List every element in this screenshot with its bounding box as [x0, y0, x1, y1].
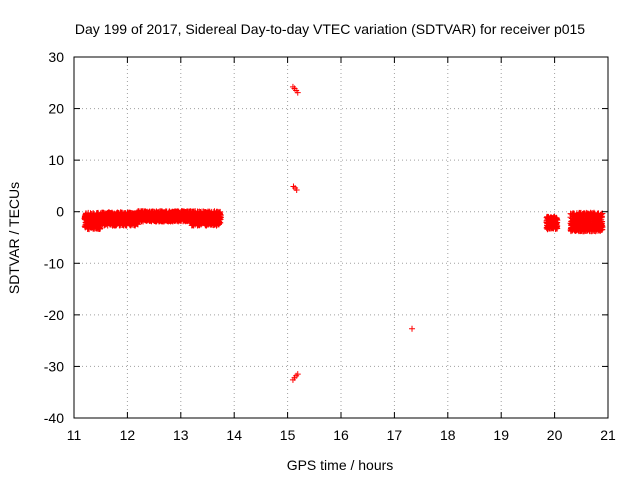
chart-title: Day 199 of 2017, Sidereal Day-to-day VTE…	[75, 21, 585, 37]
x-tick-label: 16	[333, 427, 349, 443]
y-tick-label: 20	[48, 101, 64, 117]
x-tick-label: 12	[120, 427, 136, 443]
data-point	[554, 217, 561, 224]
x-axis: 11 12 13 14 15 16 17 18 19 20 21	[67, 57, 616, 443]
data-point	[217, 214, 224, 221]
y-axis-label: SDTVAR / TECUs	[6, 182, 22, 294]
data-point	[217, 209, 224, 216]
x-tick-label: 19	[493, 427, 509, 443]
x-tick-label: 17	[387, 427, 403, 443]
y-tick-label: 10	[48, 152, 64, 168]
y-tick-label: -10	[44, 255, 64, 271]
x-tick-label: 15	[280, 427, 296, 443]
x-tick-label: 18	[440, 427, 456, 443]
data-point	[294, 89, 301, 96]
x-tick-label: 14	[226, 427, 242, 443]
x-axis-label: GPS time / hours	[287, 457, 394, 473]
y-tick-label: -30	[44, 358, 64, 374]
y-axis: -40 -30 -20 -10 0 10 20 30	[44, 49, 608, 426]
data-point	[554, 222, 561, 229]
y-tick-label: -20	[44, 307, 64, 323]
data-point	[599, 223, 606, 230]
data-point	[294, 371, 301, 378]
y-tick-label: 30	[48, 49, 64, 65]
data-points	[81, 83, 606, 383]
x-tick-label: 11	[67, 427, 82, 443]
y-tick-label: 0	[56, 204, 64, 220]
grid	[74, 57, 608, 418]
x-tick-label: 21	[600, 427, 616, 443]
x-tick-label: 20	[547, 427, 563, 443]
data-point	[293, 187, 300, 194]
y-tick-label: -40	[44, 410, 64, 426]
data-point	[409, 325, 416, 332]
x-tick-label: 13	[173, 427, 189, 443]
